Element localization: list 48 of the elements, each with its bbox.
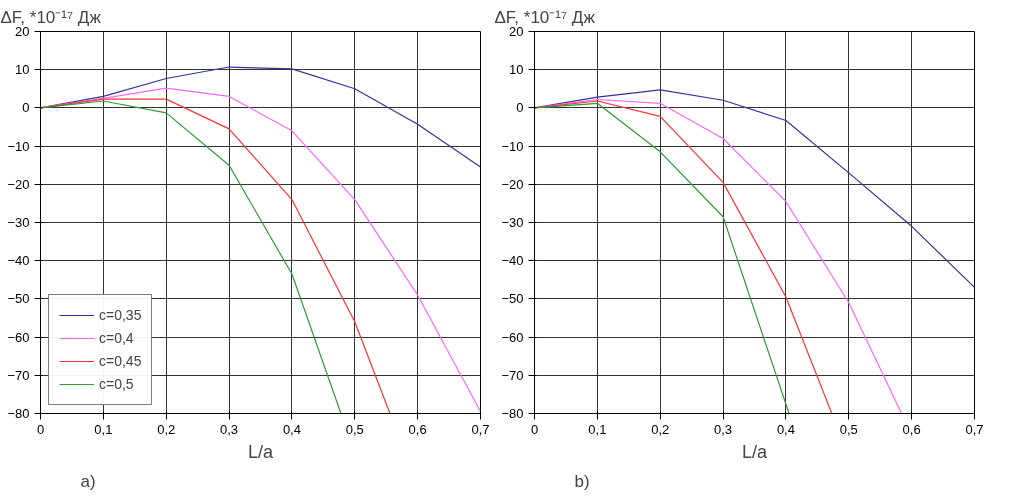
x-tick-label: 0,7 [965,421,984,437]
y-tick-label: −30 [501,215,524,230]
x-tick-label: 0,5 [839,421,858,437]
y-tick-label: 20 [15,24,30,39]
x-axis-title: L/a [247,441,274,462]
y-tick-label: −80 [7,406,30,421]
legend-label: c=0,4 [99,330,134,346]
y-tick-label: −50 [501,291,524,307]
x-tick-label: 0,4 [282,421,301,437]
y-tick-label: 0 [22,100,30,116]
legend-label: c=0,5 [99,376,134,392]
x-tick-label: 0 [36,421,45,437]
y-tick-label: −60 [7,329,30,345]
y-tick-label: −20 [7,176,30,192]
y-tick-label: −40 [501,253,524,269]
y-tick-label: −20 [501,176,524,192]
x-tick-label: 0,5 [345,421,364,437]
text: b) [574,471,590,491]
x-tick-label: 0,6 [408,421,427,437]
x-tick-label: 0,7 [471,421,490,437]
y-tick-label: −40 [7,253,30,269]
y-tick-label: −70 [501,367,524,383]
x-tick-label: 0,4 [776,421,795,437]
y-tick-label: −30 [7,215,30,230]
x-tick-label: 0 [530,421,539,437]
x-tick-label: 0,1 [588,421,607,437]
y-tick-label: −10 [7,138,30,154]
y-tick-label: 0 [516,100,524,116]
legend-label: c=0,35 [99,307,142,323]
x-tick-label: 0,2 [651,421,670,437]
y-tick-label: 20 [509,24,524,39]
x-tick-label: 0,1 [94,421,113,437]
x-axis-title: L/a [741,441,768,462]
text: a) [80,471,96,491]
y-tick-label: −60 [501,329,524,345]
x-tick-label: 0,3 [714,421,733,437]
y-tick-label: −80 [501,406,524,421]
y-tick-label: 10 [509,62,524,78]
y-tick-label: −70 [7,367,30,383]
x-tick-label: 0,3 [220,421,239,437]
y-tick-label: −50 [7,291,30,307]
y-tick-label: −10 [501,138,524,154]
y-tick-label: 10 [15,62,30,78]
x-tick-label: 0,2 [157,421,176,437]
x-tick-label: 0,6 [902,421,921,437]
y-axis-title: ΔF, *10⁻¹⁷ Дж [494,7,596,27]
legend-label: c=0,45 [99,353,142,369]
y-axis-title: ΔF, *10⁻¹⁷ Дж [0,7,102,27]
